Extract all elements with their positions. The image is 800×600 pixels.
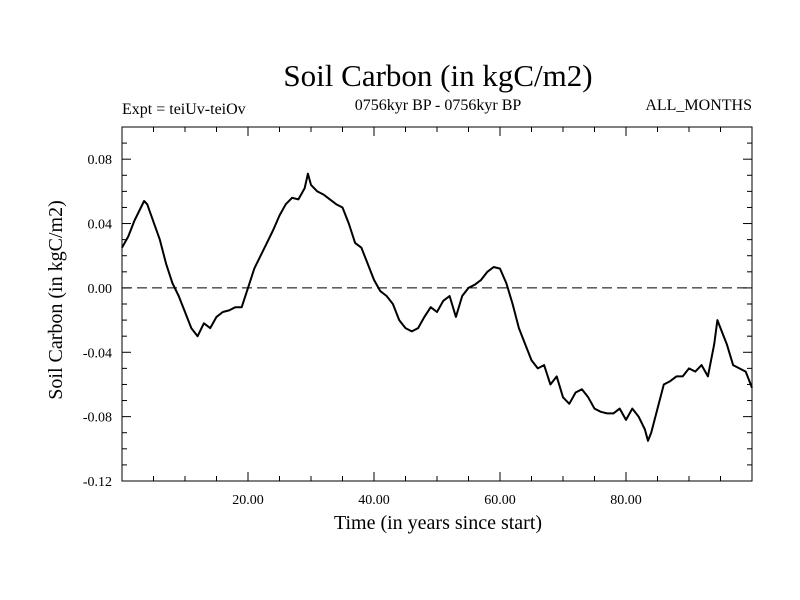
plot-frame bbox=[121, 126, 753, 482]
series-line bbox=[121, 172, 753, 442]
y-tick-label: 0.00 bbox=[88, 282, 113, 297]
experiment-label: Expt = teiUv-teiOv bbox=[122, 101, 246, 118]
y-axis-label: Soil Carbon (in kgC/m2) bbox=[45, 200, 67, 399]
x-tick-label: 60.00 bbox=[484, 493, 516, 508]
x-tick-label: 40.00 bbox=[358, 493, 390, 508]
x-tick-label: 20.00 bbox=[232, 493, 264, 508]
chart-title: Soil Carbon (in kgC/m2) bbox=[283, 58, 592, 93]
x-tick-label: 80.00 bbox=[610, 493, 642, 508]
y-tick-label: -0.12 bbox=[83, 475, 112, 490]
months-label: ALL_MONTHS bbox=[645, 97, 752, 114]
y-tick-label: 0.04 bbox=[88, 218, 113, 233]
period-label: 0756kyr BP - 0756kyr BP bbox=[355, 97, 522, 114]
y-tick-label: 0.08 bbox=[88, 153, 113, 168]
y-tick-label: -0.08 bbox=[83, 411, 112, 426]
x-axis-label: Time (in years since start) bbox=[334, 512, 542, 534]
y-tick-label: -0.04 bbox=[83, 346, 112, 361]
